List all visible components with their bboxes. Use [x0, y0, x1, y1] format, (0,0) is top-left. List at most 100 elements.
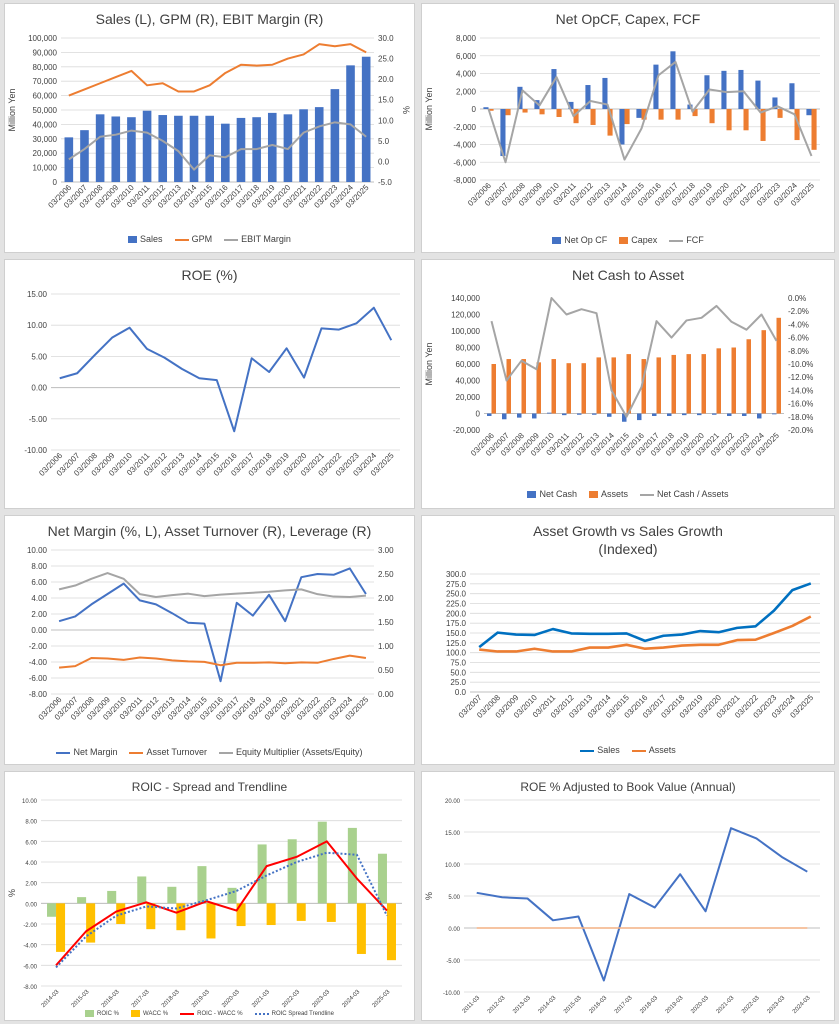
series-line	[55, 851, 388, 969]
legend-swatch	[180, 1012, 195, 1015]
y-tick-label: 5.00	[448, 895, 460, 901]
bar	[585, 85, 591, 109]
series-line	[476, 827, 808, 982]
legend-swatch	[669, 239, 684, 242]
bar	[547, 412, 552, 414]
bar	[622, 413, 627, 422]
series-line	[490, 297, 778, 418]
legend-item: FCF	[669, 235, 704, 245]
bar	[590, 109, 596, 125]
bar	[670, 51, 676, 109]
bar	[772, 413, 777, 415]
bar	[330, 89, 340, 182]
legend-item: WACC %	[131, 1010, 168, 1017]
bar	[326, 903, 336, 922]
x-tick-label: 2024-03	[341, 989, 361, 1009]
bar	[794, 109, 800, 141]
bar	[777, 109, 783, 118]
chart-title: ROE (%)	[181, 267, 238, 283]
chart-legend: Net Margin Asset Turnover Equity Multiplie…	[5, 747, 414, 757]
legend-swatch	[129, 751, 144, 754]
legend-swatch	[588, 491, 598, 499]
y-tick-label: 50.0	[450, 668, 466, 677]
panel-cashflow: -8,000 -6,000 -4,000 -2,000 0 2,000 4,000 6,000…	[421, 3, 835, 253]
legend-item: EBIT Margin	[224, 234, 291, 244]
bar	[56, 903, 66, 952]
x-tick-label: 2025-03	[372, 989, 392, 1009]
y-tick-label: 20.00	[445, 799, 461, 805]
y2-tick-label: -12.0%	[788, 373, 813, 382]
y-tick-label: 100,000	[451, 327, 480, 336]
chart-legend: Sales Assets	[422, 745, 834, 755]
y2-tick-label: 2.00	[378, 594, 394, 603]
bar	[539, 109, 545, 115]
y-tick-label: 275.0	[446, 580, 467, 589]
bar	[607, 413, 612, 417]
y-tick-label: 0.00	[25, 902, 37, 908]
y-tick-label: 4,000	[456, 70, 477, 79]
y-tick-label: 20,000	[456, 393, 481, 402]
y-tick-label: 90,000	[33, 48, 58, 57]
legend-item: ROIC %	[85, 1010, 119, 1017]
legend-swatch	[56, 751, 71, 754]
y2-tick-label: -5.0	[378, 178, 392, 187]
bar	[656, 357, 661, 414]
y-tick-label: 20,000	[33, 149, 58, 158]
bar	[772, 97, 778, 109]
panel-roic: -8.00 -6.00 -4.00 -2.00 0.00 2.00 4.00 6.00 8.00…	[4, 771, 415, 1021]
y-tick-label: 10.00	[27, 321, 48, 330]
chart-legend: Sales GPM EBIT Margin	[5, 234, 414, 244]
y-tick-label: 8.00	[25, 820, 37, 826]
panel-roe: -10.00 -5.00 0.00 5.00 10.00 15.00 03/2006 03/2…	[4, 259, 415, 509]
chart-legend: ROIC % WACC % ROIC - WACC % ROIC Spread Tre…	[5, 1010, 414, 1017]
bar	[227, 887, 237, 904]
y-tick-label: 6,000	[456, 52, 477, 61]
bar	[361, 56, 371, 182]
bar	[636, 109, 642, 118]
bar	[568, 101, 574, 109]
bar	[47, 903, 57, 917]
y-tick-label: 80,000	[456, 344, 481, 353]
legend-swatch	[85, 1010, 95, 1017]
y-tick-label: 60,000	[456, 360, 481, 369]
legend-item: ROIC - WACC %	[180, 1011, 243, 1017]
bar	[127, 117, 136, 182]
bar	[602, 77, 608, 109]
chart-title: Sales (L), GPM (R), EBIT Margin (R)	[95, 11, 324, 27]
legend-item: ROIC Spread Trendline	[254, 1011, 334, 1017]
chart-title: Asset Growth vs Sales Growth (Indexed)	[533, 523, 723, 557]
legend-swatch	[219, 751, 233, 754]
y-tick-label: 70,000	[33, 77, 58, 86]
y-tick-label: -5.00	[446, 959, 460, 965]
bar	[581, 363, 586, 414]
y2-tick-label: -2.0%	[788, 307, 809, 316]
chart-roe-adjusted: -10.00 -5.00 0.00 5.00 10.00 15.00 20.00% 2011-…	[424, 799, 820, 1015]
y2-tick-label: 5.0	[378, 137, 390, 146]
series-line	[68, 121, 367, 171]
bar	[137, 876, 147, 904]
bar	[221, 123, 230, 182]
series-line	[55, 840, 388, 966]
bar	[577, 413, 582, 415]
legend-item: Capex	[619, 235, 657, 245]
bar	[556, 109, 562, 117]
y-tick-label: -2.00	[29, 642, 48, 651]
legend-label: Net Margin	[73, 747, 118, 757]
bar	[146, 903, 156, 930]
bar	[562, 413, 567, 416]
bar	[641, 359, 646, 414]
legend-item: GPM	[174, 234, 213, 244]
y2-tick-label: -20.0%	[788, 426, 813, 435]
y-tick-label: 0.0	[455, 688, 467, 697]
bar	[299, 109, 308, 182]
y2-tick-label: 2.50	[378, 570, 394, 579]
legend-label: GPM	[191, 234, 213, 244]
y-tick-label: -6,000	[453, 158, 476, 167]
bar	[637, 413, 642, 421]
bar	[189, 115, 199, 182]
legend-item: Net Cash / Assets	[640, 489, 729, 499]
y2-tick-label: 0.00	[378, 690, 394, 699]
y-tick-label: 60,000	[33, 92, 58, 101]
legend-label: Sales	[140, 234, 163, 244]
legend-swatch	[131, 1010, 141, 1017]
